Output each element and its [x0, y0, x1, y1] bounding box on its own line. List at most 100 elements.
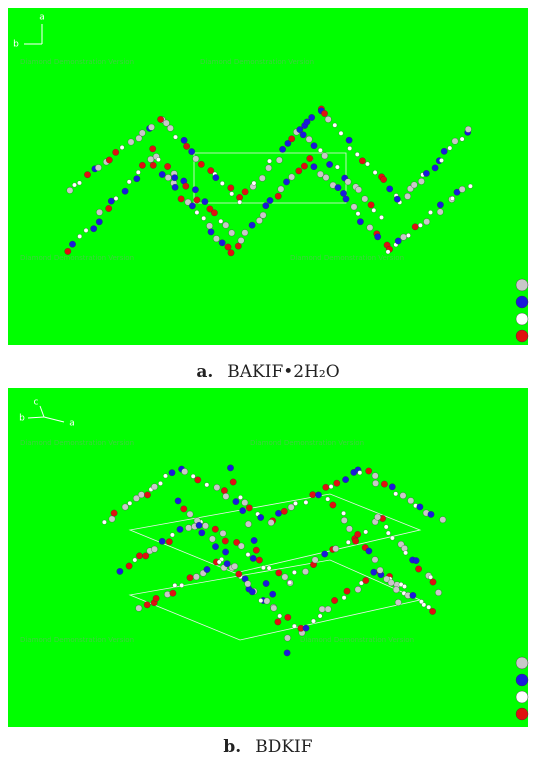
- atom: [379, 215, 383, 219]
- atom: [386, 531, 390, 535]
- atom: [331, 597, 337, 603]
- atom: [346, 540, 350, 544]
- atom: [450, 196, 454, 200]
- atom: [348, 146, 352, 150]
- atom: [256, 557, 262, 563]
- axis-label: a: [69, 419, 75, 429]
- atom: [440, 517, 446, 523]
- atom: [158, 481, 162, 485]
- atom: [181, 137, 187, 143]
- atom: [256, 217, 262, 223]
- atom: [459, 186, 465, 192]
- atom: [225, 244, 231, 250]
- atom: [315, 492, 321, 498]
- atom: [402, 584, 406, 588]
- atom: [159, 171, 165, 177]
- atom: [400, 492, 406, 498]
- atom: [325, 606, 331, 612]
- atom: [172, 184, 178, 190]
- atom: [351, 204, 357, 210]
- legend-label: C: [530, 281, 536, 290]
- legend-label: H: [530, 315, 536, 324]
- atom: [206, 223, 212, 229]
- atom: [330, 502, 336, 508]
- atom: [173, 583, 177, 587]
- atom: [240, 507, 246, 513]
- atom: [374, 514, 380, 520]
- atom: [222, 549, 228, 555]
- atom: [329, 484, 333, 488]
- atom: [366, 468, 372, 474]
- atom: [220, 181, 224, 185]
- atom: [437, 209, 443, 215]
- atom: [122, 504, 128, 510]
- atom: [341, 511, 345, 515]
- atom: [441, 148, 447, 154]
- panel-a: Diamond Demonstration Version Diamond De…: [8, 8, 536, 345]
- atom: [173, 135, 177, 139]
- atom: [148, 124, 154, 130]
- atom: [343, 196, 349, 202]
- atom: [156, 157, 160, 161]
- atom: [108, 198, 114, 204]
- atom: [301, 163, 307, 169]
- atom: [91, 226, 97, 232]
- atom: [372, 208, 376, 212]
- atom: [432, 165, 438, 171]
- atom: [139, 130, 145, 136]
- atom: [250, 555, 256, 561]
- atom: [395, 238, 401, 244]
- atom: [229, 230, 235, 236]
- atom: [238, 543, 244, 549]
- watermark: Diamond Demonstration Version: [20, 254, 134, 262]
- atom: [322, 153, 328, 159]
- atom: [227, 465, 233, 471]
- legend-label: C: [530, 659, 536, 668]
- atom: [410, 592, 416, 598]
- atom: [260, 212, 266, 218]
- atom: [251, 537, 257, 543]
- atom: [387, 186, 393, 192]
- atom: [196, 522, 202, 528]
- atom: [373, 170, 377, 174]
- atom: [355, 531, 361, 537]
- atom: [465, 126, 471, 132]
- atom: [264, 598, 270, 604]
- atom: [423, 170, 429, 176]
- atom: [311, 164, 317, 170]
- atom: [230, 192, 234, 196]
- legend-swatch: [516, 657, 528, 669]
- atom: [242, 499, 248, 505]
- atom: [384, 525, 388, 529]
- atom: [388, 580, 394, 586]
- atom: [106, 205, 112, 211]
- atom: [389, 484, 395, 490]
- atom: [212, 543, 218, 549]
- atom: [265, 165, 271, 171]
- atom: [211, 210, 217, 216]
- atom: [246, 505, 252, 511]
- atom: [460, 137, 464, 141]
- axis-label: b: [19, 414, 25, 424]
- atom: [185, 525, 191, 531]
- atom: [380, 176, 386, 182]
- legend-swatch: [516, 708, 528, 720]
- atom: [372, 557, 378, 563]
- atom: [318, 148, 322, 152]
- atom: [252, 181, 256, 185]
- atom: [180, 583, 184, 587]
- atom: [394, 492, 398, 496]
- atom: [344, 588, 350, 594]
- atom: [208, 229, 214, 235]
- atom: [109, 516, 115, 522]
- atom: [404, 193, 410, 199]
- atom: [169, 470, 175, 476]
- atom: [282, 574, 288, 580]
- atom: [364, 530, 368, 534]
- atom: [170, 590, 176, 596]
- atom: [128, 501, 132, 505]
- caption-text: BAKIF•2H₂O: [227, 362, 339, 382]
- atom: [365, 162, 369, 166]
- atom: [213, 236, 219, 242]
- atom: [223, 222, 229, 228]
